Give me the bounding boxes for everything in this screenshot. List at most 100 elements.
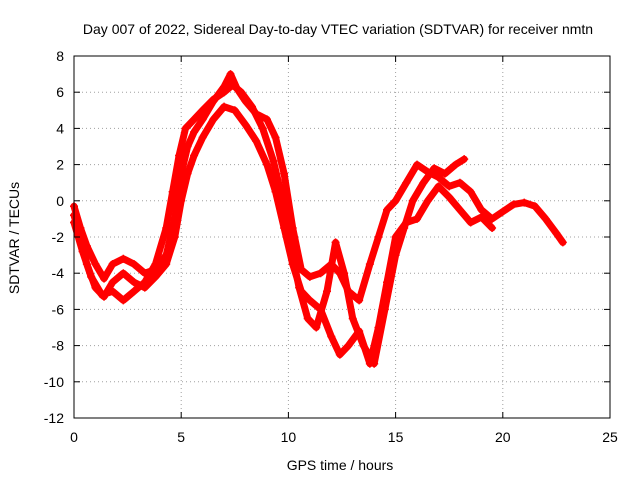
data-point [220,88,229,97]
data-point [177,196,186,205]
data-point [488,223,497,232]
data-point [348,314,357,323]
y-tick-label: -4 [52,265,65,281]
grid [74,56,610,418]
data-point [269,156,278,165]
data-point [183,169,192,178]
data-point [91,260,100,269]
data-point [198,133,207,142]
data-point [488,214,497,223]
series-line-track-c [70,81,468,368]
x-tick-label: 15 [388,429,404,445]
data-point [477,205,486,214]
data-point [316,269,325,278]
data-point [312,323,321,332]
data-point [286,242,295,251]
data-point [322,287,331,296]
series-track-c [70,80,469,368]
chart-title: Day 007 of 2022, Sidereal Day-to-day VTE… [83,21,593,37]
data-point [181,124,190,133]
data-point [108,260,117,269]
y-tick-label: 6 [56,84,64,100]
data-point [400,223,409,232]
data-point [190,115,199,124]
data-point [455,178,464,187]
y-tick-label: 8 [56,48,64,64]
data-point [237,88,246,97]
data-point [305,272,314,281]
data-point [295,283,304,292]
data-point [252,137,261,146]
data-point [258,124,267,133]
series-line-track-a [70,70,567,304]
data-point [183,142,192,151]
data-point [430,164,439,173]
data-point [151,260,160,269]
data-point [262,115,271,124]
y-axis-label: SDTVAR / TECUs [6,182,22,294]
data-point [383,205,392,214]
plot-area [70,70,567,368]
data-point [434,182,443,191]
data-point [162,223,171,232]
data-point [209,115,218,124]
data-point [280,169,289,178]
data-point [220,102,229,111]
series-line-track-b [70,103,496,368]
data-point [198,106,207,115]
data-point [466,187,475,196]
data-point [498,207,507,216]
data-point [247,102,256,111]
data-point [440,169,449,178]
data-point [552,229,561,238]
data-point [413,160,422,169]
data-point [355,296,364,305]
data-point [423,196,432,205]
x-tick-label: 10 [281,429,297,445]
data-point [331,238,340,247]
data-point [108,278,117,287]
data-point [119,254,128,263]
data-point [100,274,109,283]
data-point [335,350,344,359]
data-point [370,359,379,368]
x-axis-label: GPS time / hours [287,457,394,473]
series-track-b [70,102,497,368]
data-point [190,151,199,160]
series-track-a [70,70,567,305]
data-point [413,214,422,223]
data-point [391,196,400,205]
data-point [466,218,475,227]
data-point [130,260,139,269]
data-point [455,205,464,214]
data-point [119,269,128,278]
data-point [119,296,128,305]
data-point [271,133,280,142]
x-tick-label: 20 [495,429,511,445]
y-tick-label: -12 [44,410,64,426]
y-tick-label: -10 [44,374,64,390]
data-point [460,155,469,164]
x-tick-label: 25 [602,429,618,445]
data-point [168,187,177,196]
data-point [520,198,529,207]
data-point [226,70,235,79]
y-tick-label: 2 [56,157,64,173]
data-point [262,160,271,169]
data-point [340,269,349,278]
data-point [170,233,179,241]
data-point [477,213,486,222]
axis-ticks: 0 5 10 15 20 25 -12 -10 -8 -6 -4 -2 0 2 4 6 8 [44,48,618,445]
data-point [140,278,149,287]
data-point [87,272,96,281]
data-point [230,106,239,115]
data-point [198,115,207,124]
data-point [445,193,454,202]
data-point [445,182,454,191]
data-point [419,178,428,187]
y-tick-label: 0 [56,193,64,209]
data-point [359,341,368,350]
data-point [151,272,160,281]
data-point [391,251,400,260]
data-point [130,278,139,287]
